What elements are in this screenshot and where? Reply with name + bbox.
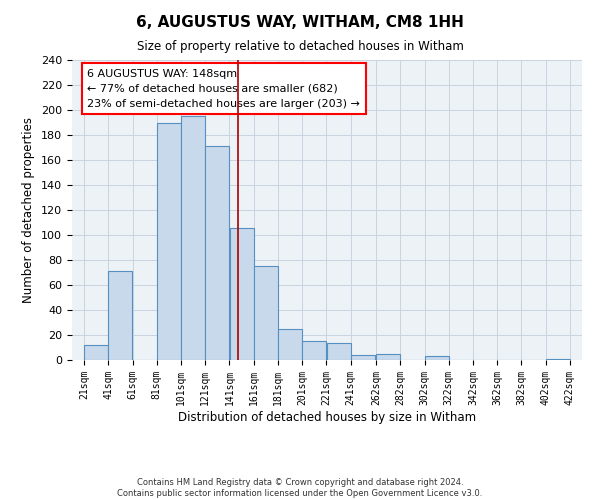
Y-axis label: Number of detached properties: Number of detached properties <box>22 117 35 303</box>
Bar <box>278 329 302 360</box>
Bar <box>254 266 278 360</box>
Bar <box>546 359 570 360</box>
Bar <box>302 341 326 360</box>
Text: Size of property relative to detached houses in Witham: Size of property relative to detached ho… <box>137 40 463 53</box>
Bar <box>425 356 449 360</box>
Bar <box>181 116 205 360</box>
Bar <box>84 345 108 360</box>
Bar <box>205 146 229 360</box>
Text: Contains HM Land Registry data © Crown copyright and database right 2024.
Contai: Contains HM Land Registry data © Crown c… <box>118 478 482 498</box>
Bar <box>109 271 133 360</box>
Bar <box>230 228 254 360</box>
Bar <box>157 122 181 360</box>
Text: 6, AUGUSTUS WAY, WITHAM, CM8 1HH: 6, AUGUSTUS WAY, WITHAM, CM8 1HH <box>136 15 464 30</box>
Text: 6 AUGUSTUS WAY: 148sqm
← 77% of detached houses are smaller (682)
23% of semi-de: 6 AUGUSTUS WAY: 148sqm ← 77% of detached… <box>88 69 360 108</box>
Bar <box>376 354 400 360</box>
Bar <box>326 342 350 360</box>
Bar <box>351 355 375 360</box>
X-axis label: Distribution of detached houses by size in Witham: Distribution of detached houses by size … <box>178 410 476 424</box>
